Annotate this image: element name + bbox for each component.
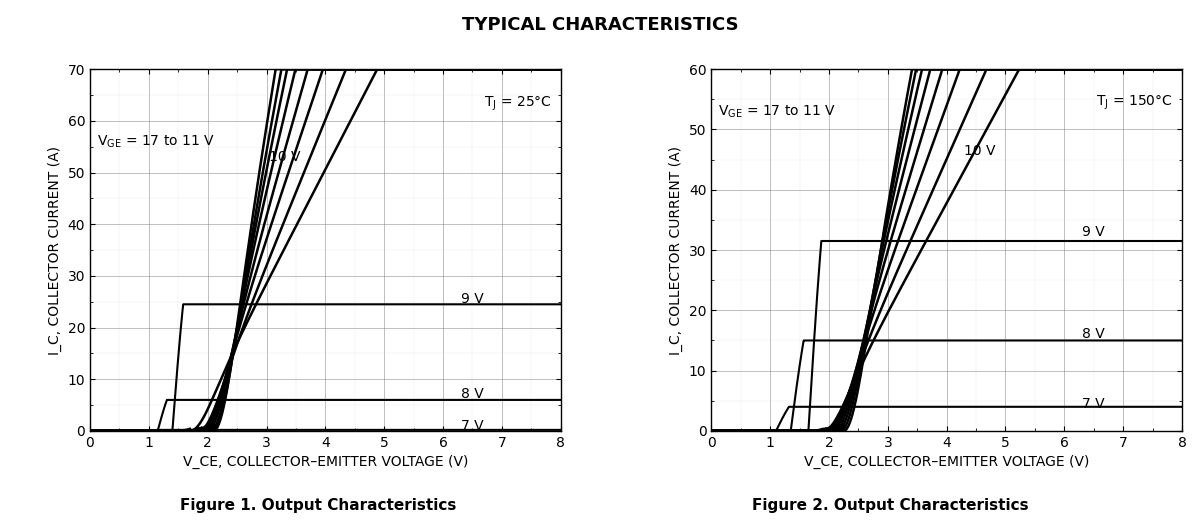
Text: Figure 2. Output Characteristics: Figure 2. Output Characteristics — [752, 498, 1028, 513]
Text: 8 V: 8 V — [1082, 328, 1105, 342]
Text: 7 V: 7 V — [461, 419, 484, 433]
Text: $\mathregular{T_J}$ = 150°C: $\mathregular{T_J}$ = 150°C — [1097, 93, 1174, 112]
Text: 9 V: 9 V — [461, 292, 484, 306]
X-axis label: V_CE, COLLECTOR–EMITTER VOLTAGE (V): V_CE, COLLECTOR–EMITTER VOLTAGE (V) — [182, 455, 468, 469]
Text: $\mathregular{V_{GE}}$ = 17 to 11 V: $\mathregular{V_{GE}}$ = 17 to 11 V — [719, 103, 836, 120]
Text: $\mathregular{T_J}$ = 25°C: $\mathregular{T_J}$ = 25°C — [484, 95, 552, 113]
Y-axis label: I_C, COLLECTOR CURRENT (A): I_C, COLLECTOR CURRENT (A) — [670, 146, 683, 354]
Text: Figure 1. Output Characteristics: Figure 1. Output Characteristics — [180, 498, 456, 513]
Text: 7 V: 7 V — [1082, 397, 1105, 411]
Y-axis label: I_C, COLLECTOR CURRENT (A): I_C, COLLECTOR CURRENT (A) — [48, 146, 62, 354]
Text: 9 V: 9 V — [1082, 225, 1105, 239]
Text: TYPICAL CHARACTERISTICS: TYPICAL CHARACTERISTICS — [462, 16, 738, 34]
Text: 10 V: 10 V — [965, 144, 996, 157]
Text: 10 V: 10 V — [270, 150, 301, 164]
X-axis label: V_CE, COLLECTOR–EMITTER VOLTAGE (V): V_CE, COLLECTOR–EMITTER VOLTAGE (V) — [804, 455, 1090, 469]
Text: $\mathregular{V_{GE}}$ = 17 to 11 V: $\mathregular{V_{GE}}$ = 17 to 11 V — [97, 134, 215, 149]
Text: 8 V: 8 V — [461, 387, 484, 401]
